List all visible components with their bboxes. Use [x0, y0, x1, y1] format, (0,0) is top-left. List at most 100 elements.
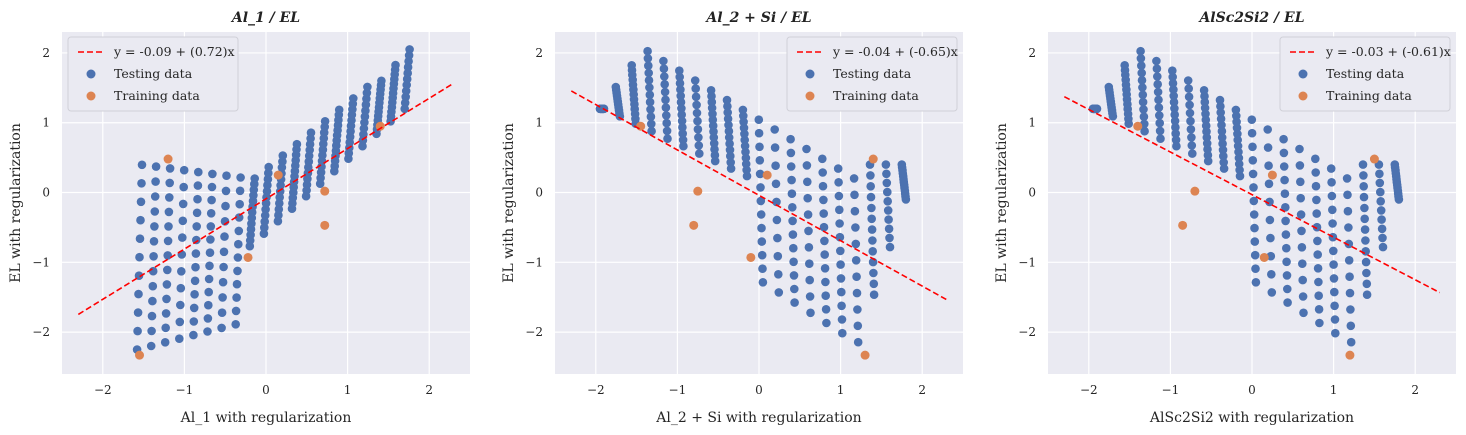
x-tick-label: −1 — [1162, 383, 1180, 397]
testing-data-point — [165, 178, 174, 188]
testing-data-point — [217, 308, 227, 318]
testing-data-point — [884, 215, 893, 224]
testing-data-point — [1311, 181, 1321, 191]
testing-data-point — [645, 83, 654, 92]
testing-data-point — [866, 192, 876, 202]
testing-data-point — [1168, 72, 1177, 82]
testing-data-point — [234, 226, 244, 236]
testing-data-point — [1120, 61, 1129, 70]
testing-data-point — [1249, 210, 1259, 219]
testing-data-point — [772, 197, 781, 207]
testing-data-point — [1329, 260, 1338, 269]
training-data-point — [762, 170, 772, 180]
testing-data-point — [1153, 87, 1163, 97]
testing-data-point — [758, 264, 767, 274]
testing-data-point — [660, 87, 670, 97]
testing-data-point — [789, 257, 798, 267]
training-data-point — [868, 154, 878, 164]
testing-data-point — [1328, 219, 1337, 228]
testing-data-point — [150, 207, 160, 216]
testing-data-point — [867, 203, 876, 213]
testing-data-point — [852, 272, 861, 282]
testing-data-point — [1314, 291, 1323, 301]
training-data-point — [273, 170, 283, 180]
testing-data-point — [803, 210, 813, 219]
testing-data-point — [790, 284, 799, 294]
training-data-point — [1190, 186, 1200, 196]
x-axis-label: AlSc2Si2 with regularization — [1149, 410, 1354, 426]
testing-data-point — [1298, 275, 1307, 285]
legend: y = -0.09 + (0.72)x Testing data Training … — [67, 36, 239, 112]
training-data-point — [135, 350, 145, 360]
testing-data-point — [1377, 224, 1387, 234]
testing-data-point — [627, 61, 636, 70]
testing-data-point — [1233, 135, 1242, 145]
testing-data-point — [1140, 126, 1149, 136]
testing-data-point — [722, 95, 732, 105]
testing-data-point — [867, 225, 877, 234]
testing-data-point — [1331, 328, 1340, 338]
testing-data-point — [1281, 216, 1290, 226]
testing-data-point — [1265, 215, 1275, 225]
testing-data-point — [1251, 278, 1261, 287]
testing-data-point — [1360, 225, 1370, 234]
testing-data-point — [1250, 223, 1259, 233]
testing-data-point — [165, 193, 174, 202]
testing-data-point — [726, 158, 735, 167]
testing-data-point — [377, 76, 386, 86]
testing-data-point — [1219, 158, 1228, 167]
x-tick-label: 0 — [755, 383, 763, 397]
testing-data-point — [691, 92, 701, 102]
legend-training-swatch — [805, 91, 815, 101]
testing-data-point — [1326, 164, 1336, 173]
y-tick-label: −1 — [32, 255, 50, 269]
testing-data-point — [834, 178, 843, 187]
testing-data-point — [203, 314, 213, 323]
testing-data-point — [1184, 92, 1194, 102]
testing-data-point — [803, 193, 812, 203]
testing-data-point — [161, 323, 170, 333]
testing-data-point — [725, 139, 734, 148]
testing-data-point — [1171, 135, 1181, 145]
legend-box — [786, 36, 958, 112]
testing-data-point — [645, 90, 655, 100]
testing-data-point — [203, 327, 212, 336]
testing-data-point — [1219, 164, 1229, 173]
testing-data-point — [1137, 61, 1146, 70]
testing-data-point — [1186, 125, 1196, 134]
testing-data-point — [835, 232, 845, 242]
testing-data-point — [819, 222, 829, 232]
testing-data-point — [1264, 161, 1273, 170]
testing-data-point — [278, 151, 288, 160]
testing-data-point — [679, 141, 688, 151]
testing-data-point — [774, 270, 783, 279]
testing-data-point — [838, 328, 847, 338]
y-tick-label: −2 — [525, 325, 543, 339]
testing-data-point — [1376, 206, 1386, 215]
testing-data-point — [1327, 178, 1336, 187]
testing-data-point — [137, 160, 147, 170]
testing-data-point — [786, 148, 796, 158]
legend-testing-swatch — [86, 69, 96, 79]
training-data-point — [163, 154, 173, 164]
testing-data-point — [1282, 271, 1292, 280]
testing-data-point — [882, 178, 892, 188]
testing-data-point — [788, 203, 797, 212]
testing-data-point — [1314, 305, 1324, 314]
testing-data-point — [773, 251, 783, 261]
testing-data-point — [190, 276, 200, 286]
training-data-point — [375, 121, 385, 131]
testing-data-point — [836, 274, 846, 283]
testing-data-point — [1138, 83, 1147, 92]
x-tick-label: 0 — [262, 383, 270, 397]
y-tick-label: −1 — [1018, 255, 1036, 269]
testing-data-point — [221, 201, 230, 211]
testing-data-point — [1295, 144, 1304, 154]
testing-data-point — [1378, 233, 1387, 243]
testing-data-point — [162, 294, 171, 304]
y-tick-label: 2 — [535, 46, 543, 60]
y-tick-label: −1 — [525, 255, 543, 269]
testing-data-point — [1346, 321, 1356, 331]
testing-data-point — [706, 86, 716, 95]
testing-data-point — [786, 162, 796, 171]
